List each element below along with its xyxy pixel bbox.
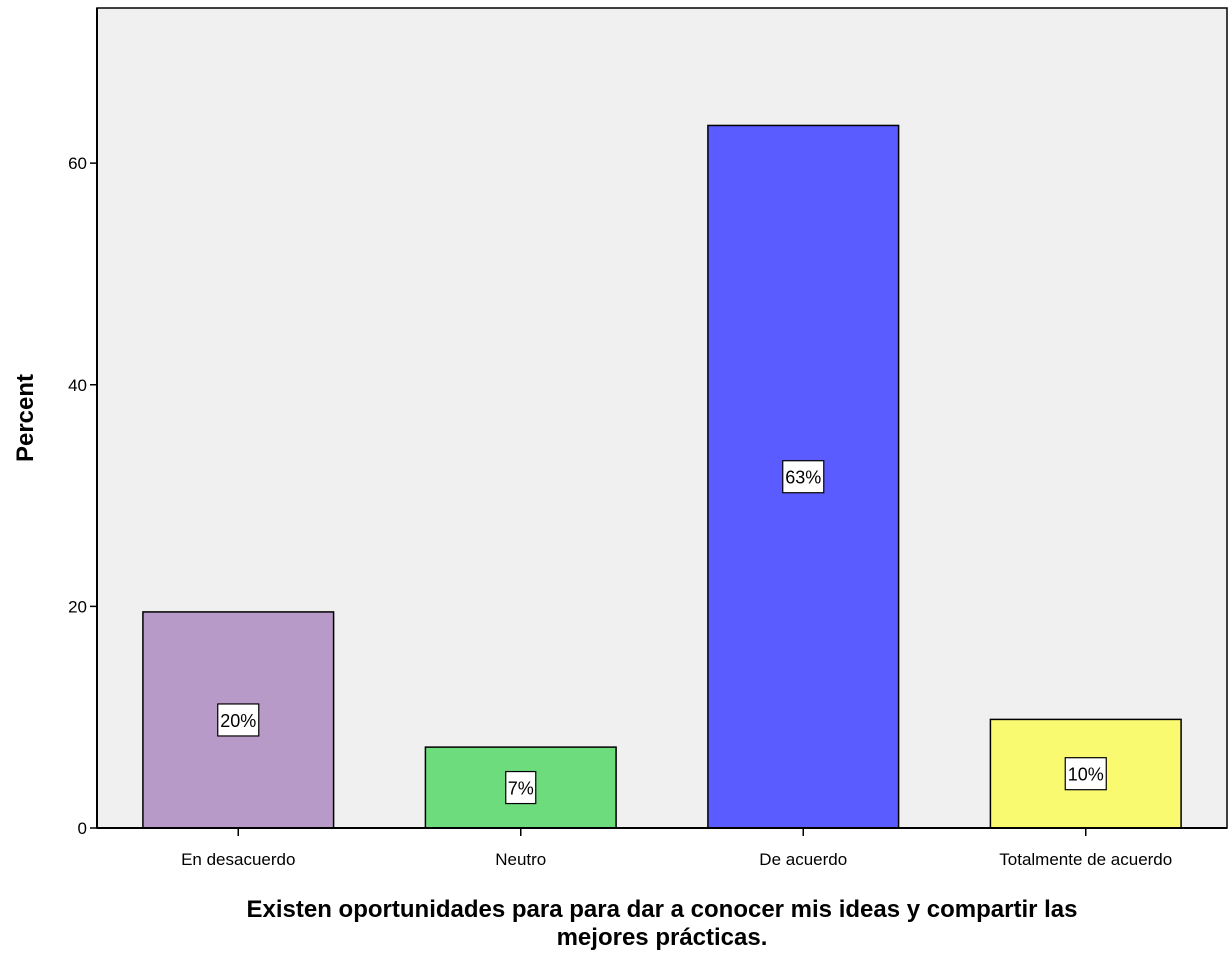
- data-label-box: [782, 460, 825, 494]
- data-label: 20%: [217, 703, 260, 737]
- y-tick-label: 20: [68, 597, 87, 616]
- data-label: 63%: [782, 460, 825, 494]
- data-label-box: [1064, 757, 1107, 791]
- data-label-text: 63%: [785, 468, 821, 488]
- bars-layer: [142, 124, 1182, 829]
- y-tick-label: 40: [68, 376, 87, 395]
- y-tick-label: 0: [78, 819, 87, 838]
- data-label-text: 20%: [220, 711, 256, 731]
- data-label-box: [505, 770, 537, 805]
- x-axis-title-line-1: Existen oportunidades para para dar a co…: [247, 896, 1078, 923]
- data-label: 10%: [1064, 757, 1107, 791]
- x-axis: En desacuerdo Neutro De acuerdo Totalmente …: [97, 827, 1227, 869]
- data-label-box: [217, 703, 260, 737]
- data-label: 7%: [505, 770, 537, 805]
- data-label-text: 10%: [1068, 765, 1104, 785]
- x-axis-title-line-2: mejores prácticas.: [557, 924, 768, 951]
- x-tick-label: De acuerdo: [759, 850, 847, 869]
- y-tick-label: 60: [68, 154, 87, 173]
- x-tick-label: En desacuerdo: [181, 850, 295, 869]
- y-axis: 0 20 40 60: [68, 8, 98, 838]
- x-tick-label: Neutro: [495, 850, 546, 869]
- x-tick-label: Totalmente de acuerdo: [999, 850, 1172, 869]
- y-axis-title: Percent: [12, 374, 39, 462]
- data-labels-layer: 20% 7% 63% 10%: [217, 460, 1107, 805]
- data-label-text: 7%: [508, 779, 534, 799]
